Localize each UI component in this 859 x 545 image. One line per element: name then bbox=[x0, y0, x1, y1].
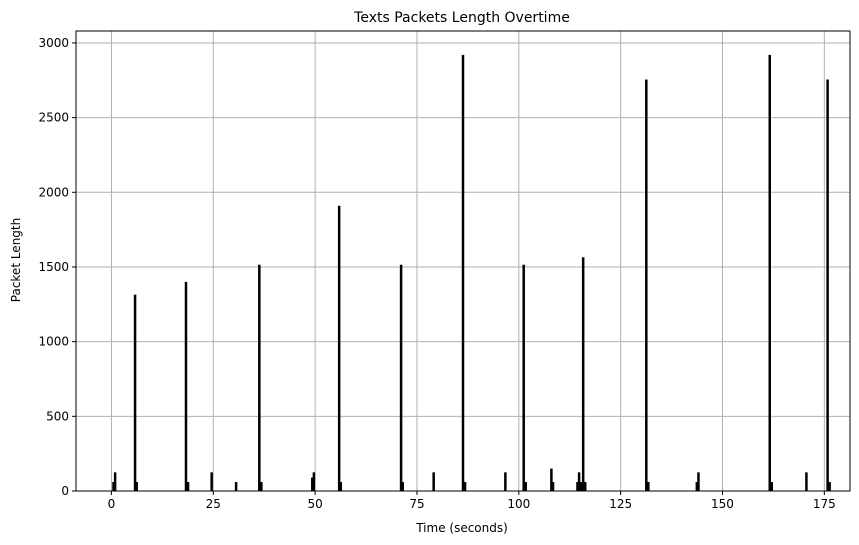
x-tick-label: 75 bbox=[409, 497, 424, 511]
packet-bar bbox=[135, 482, 138, 491]
x-tick-label: 150 bbox=[711, 497, 734, 511]
packet-bar bbox=[337, 205, 341, 491]
x-tick-label: 25 bbox=[206, 497, 221, 511]
packet-bar bbox=[697, 472, 700, 491]
plot-frame bbox=[75, 30, 851, 492]
packet-bar bbox=[312, 472, 316, 491]
packet-bar bbox=[768, 54, 771, 491]
packet-bar bbox=[770, 482, 774, 491]
y-tick-label: 1500 bbox=[38, 260, 69, 274]
packet-bar bbox=[432, 472, 435, 491]
bars bbox=[112, 54, 831, 491]
packet-bar bbox=[234, 482, 238, 491]
packet-bar bbox=[551, 482, 555, 491]
x-tick-label: 100 bbox=[507, 497, 530, 511]
x-axis-label: Time (seconds) bbox=[415, 521, 508, 535]
y-tick-label: 1000 bbox=[38, 335, 69, 349]
packet-bar bbox=[210, 472, 213, 491]
packet-bar bbox=[524, 482, 527, 491]
y-tick-label: 2500 bbox=[38, 111, 69, 125]
packet-bar bbox=[805, 472, 808, 491]
x-tick-label: 125 bbox=[609, 497, 632, 511]
packet-bar bbox=[113, 472, 117, 491]
packet-bar bbox=[184, 281, 188, 491]
packet-bar bbox=[401, 482, 404, 491]
packet-bar bbox=[647, 482, 650, 491]
packet-bar bbox=[550, 468, 553, 491]
packet-bar bbox=[522, 264, 525, 491]
packet-bar bbox=[576, 482, 579, 491]
packet-bar bbox=[186, 482, 190, 491]
y-tick-label: 3000 bbox=[38, 36, 69, 50]
ticks: 0 25 50 75 100 125 150 175 0 500 1000 1500 2000 2500 3… bbox=[38, 36, 835, 511]
packet-bar bbox=[504, 472, 507, 491]
packet-bar bbox=[399, 264, 403, 491]
packet-bar bbox=[260, 482, 263, 491]
y-tick-label: 2000 bbox=[38, 185, 69, 199]
y-tick-label: 0 bbox=[61, 484, 69, 498]
y-axis-label: Packet Length bbox=[9, 218, 23, 302]
packet-bar bbox=[463, 482, 467, 491]
chart-title: Texts Packets Length Overtime bbox=[353, 10, 570, 26]
packet-bar bbox=[579, 482, 583, 491]
packet-bar bbox=[339, 482, 343, 491]
packet-bar bbox=[645, 79, 648, 491]
packet-bar bbox=[828, 482, 831, 491]
x-tick-label: 50 bbox=[307, 497, 322, 511]
packet-bar bbox=[577, 472, 581, 491]
y-tick-label: 500 bbox=[46, 409, 69, 423]
packet-bar bbox=[258, 264, 261, 491]
packet-bar bbox=[583, 482, 587, 491]
packet-bar bbox=[695, 482, 699, 491]
packet-bar bbox=[826, 79, 829, 491]
packet-bar bbox=[311, 477, 314, 491]
packet-bar bbox=[133, 294, 137, 491]
x-tick-label: 0 bbox=[108, 497, 116, 511]
packet-bar bbox=[461, 54, 465, 491]
packet-bar bbox=[581, 257, 585, 491]
x-tick-label: 175 bbox=[813, 497, 836, 511]
packet-bar bbox=[112, 482, 115, 491]
